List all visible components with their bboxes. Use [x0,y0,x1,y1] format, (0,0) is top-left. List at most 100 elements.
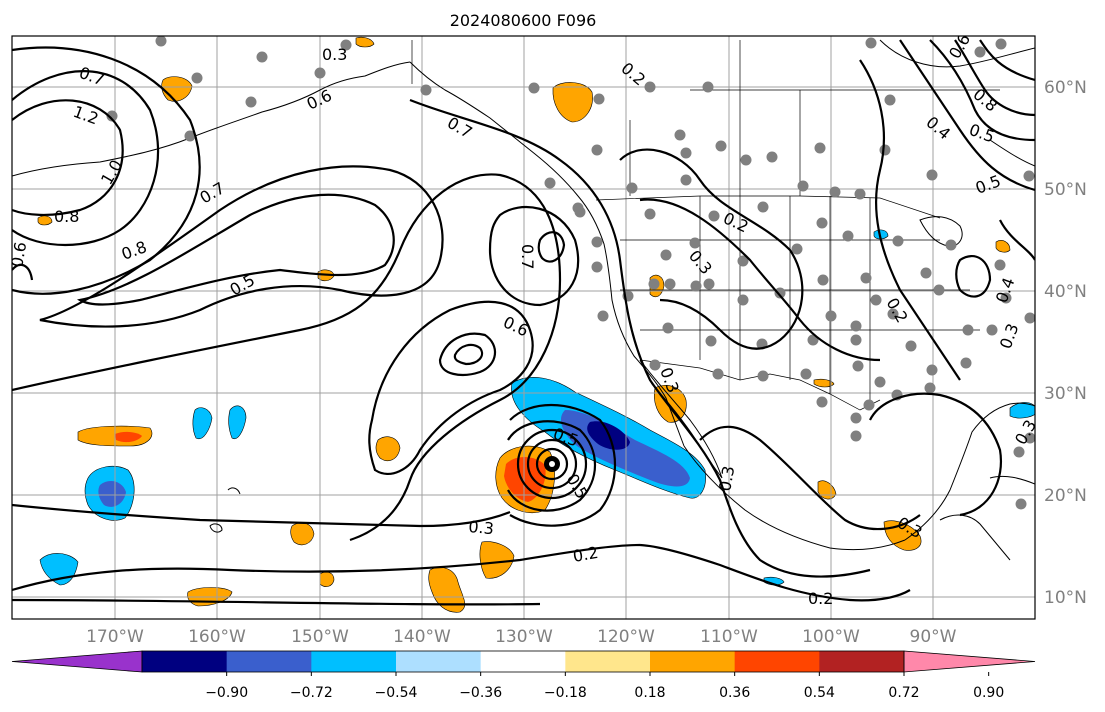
contour-line [12,543,641,592]
positive-patch [290,522,315,546]
baja-california [639,359,723,479]
positive-patch [375,436,401,461]
colorbar-extend-min [11,650,143,673]
great-lakes [919,216,963,247]
lat-label: 60°N [1044,78,1087,98]
colorbar-outline [141,650,905,673]
lon-label: 110°W [700,627,758,647]
contour-line [979,39,1035,82]
station-markers [106,36,1035,510]
gulf-coast [904,402,1035,541]
cuba [989,475,1035,485]
storm-ring [516,428,588,500]
contour-label: 0.2 [571,543,599,566]
colorbar-segment [819,651,905,672]
positive-patch [552,82,593,123]
canada-north-coast [879,39,1035,68]
colorbar-tick-label: 0.72 [888,685,919,701]
contour-line [12,503,511,528]
colorbar-segment [734,651,820,672]
contour-line [39,165,444,328]
contour-line [12,46,201,295]
contour-line [537,231,566,263]
contour-line [899,39,1035,192]
colorbar-extend-max [903,650,1036,673]
contour-line [12,173,562,542]
mexico-coast [683,445,906,551]
contour-line [869,392,1003,517]
lon-label: 150°W [291,627,349,647]
contour-line [955,255,992,298]
contour-line [954,39,1035,117]
contour-line [699,425,921,531]
positive-patch [479,541,515,579]
figure-title: 2024080600 F096 [450,11,597,30]
map-content: 0.7 1.2 1.0 0.8 0.6 0.7 0.8 0.3 0.6 0.5 … [7,36,1035,619]
contour-label: 0.7 [518,244,537,269]
positive-patch [813,378,835,388]
storm-ring [509,404,616,527]
contour-label: 0.3 [468,517,495,538]
positive-region-storm-core [504,456,546,502]
positive-patch [355,36,375,48]
hawaii-island [209,523,223,533]
lon-label: 170°W [86,627,144,647]
storm-ring [526,438,578,490]
contour-line [999,219,1035,261]
lon-label: 90°W [910,627,957,647]
colorbar-tick-label: 0.36 [719,685,750,701]
lat-label: 10°N [1044,588,1087,608]
shading-layer [37,36,1035,613]
contour-line [639,198,881,362]
lon-label: 130°W [495,627,553,647]
positive-region-west-core [115,431,142,443]
yucatan [939,514,1011,561]
canada-east-coast [989,139,1035,167]
contour-line [76,193,395,306]
colorbar-tick-label: −0.54 [375,685,418,701]
alaska-coast [12,61,411,177]
contour-line [639,543,911,602]
longitude-labels: 170°W 160°W 150°W 140°W 130°W 120°W 110°… [86,627,957,647]
positive-patch [37,215,53,226]
negative-patch [192,407,213,440]
contour-line [12,598,541,606]
lon-label: 120°W [597,627,655,647]
contour-line [368,300,534,476]
contour-line [453,343,484,366]
contour-line [438,332,496,376]
contour-label: 0.2 [808,589,833,608]
coastlines [12,39,1035,561]
us-mexico-border [639,359,881,411]
colorbar-segment [311,651,397,672]
negative-region-west-core [98,480,126,507]
lat-label: 30°N [1044,384,1087,404]
contour-line [409,98,871,578]
colorbar-segment [226,651,312,672]
colorbar-tick-label: −0.90 [205,685,248,701]
positive-patch [319,571,335,587]
graticule [12,36,1035,619]
lat-label: 50°N [1044,180,1087,200]
lat-label: 20°N [1044,486,1087,506]
colorbar-segment [142,651,228,672]
lon-label: 160°W [188,627,246,647]
contour-label: 0.3 [322,45,347,64]
hawaii-island [227,487,241,495]
contour-line [488,205,580,307]
storm-ring [535,447,569,481]
contour-line [929,39,1035,142]
negative-patch [228,405,247,440]
west-coast [409,61,685,447]
colorbar-tick-label: 0.90 [973,685,1004,701]
contour-label: 0.6 [7,240,30,268]
contour-line [859,59,961,381]
map-frame [11,35,1036,620]
positive-patch [428,567,466,613]
contour-line [619,148,804,350]
contour-line [12,99,124,217]
colorbar-segment [396,651,482,672]
colorbar-ticks: −0.90 −0.72 −0.54 −0.36 −0.18 0.18 0.36 0.54 0.7… [205,672,1004,701]
storm-center-marker [549,461,555,467]
